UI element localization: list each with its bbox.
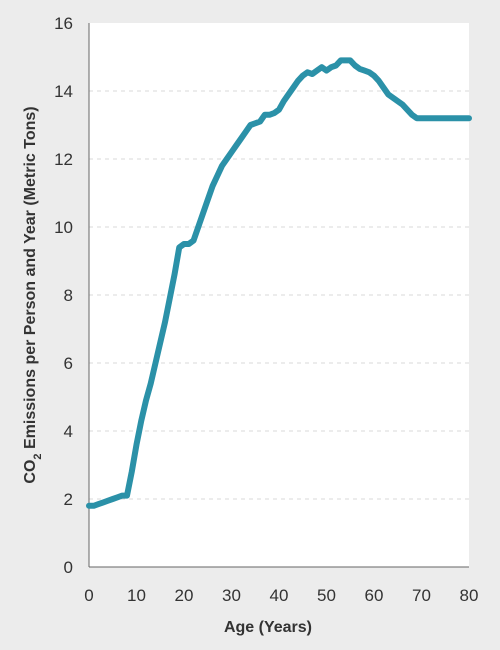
- x-tick-label: 0: [84, 586, 93, 605]
- y-tick-label: 14: [54, 82, 73, 101]
- plot-area: [89, 23, 469, 567]
- x-tick-label: 50: [317, 586, 336, 605]
- x-tick-label: 30: [222, 586, 241, 605]
- y-tick-label: 2: [64, 490, 73, 509]
- y-tick-label: 6: [64, 354, 73, 373]
- y-tick-label: 10: [54, 218, 73, 237]
- x-tick-label: 20: [175, 586, 194, 605]
- y-axis-title: CO2 Emissions per Person and Year (Metri…: [22, 106, 44, 483]
- tick-layer: 0 2 4 6 8 10 12 14 16 0 10 20 30 40 50 60 70 80: [54, 14, 478, 605]
- series-layer: [86, 57, 472, 509]
- series-line: [86, 57, 472, 509]
- y-axis-title-prefix: CO: [22, 460, 39, 484]
- y-tick-label: 8: [64, 286, 73, 305]
- y-tick-label: 0: [64, 558, 73, 577]
- axes-layer: [88, 23, 469, 568]
- y-tick-label: 16: [54, 14, 73, 33]
- y-axis-title-suffix: Emissions per Person and Year (Metric To…: [22, 106, 39, 453]
- x-tick-label: 10: [127, 586, 146, 605]
- x-tick-label: 40: [270, 586, 289, 605]
- x-tick-label: 80: [460, 586, 479, 605]
- x-axis-title: Age (Years): [224, 619, 312, 636]
- y-tick-label: 12: [54, 150, 73, 169]
- x-tick-label: 70: [412, 586, 431, 605]
- y-axis-title-subscript: 2: [32, 453, 44, 459]
- x-tick-label: 60: [365, 586, 384, 605]
- y-tick-label: 4: [64, 422, 73, 441]
